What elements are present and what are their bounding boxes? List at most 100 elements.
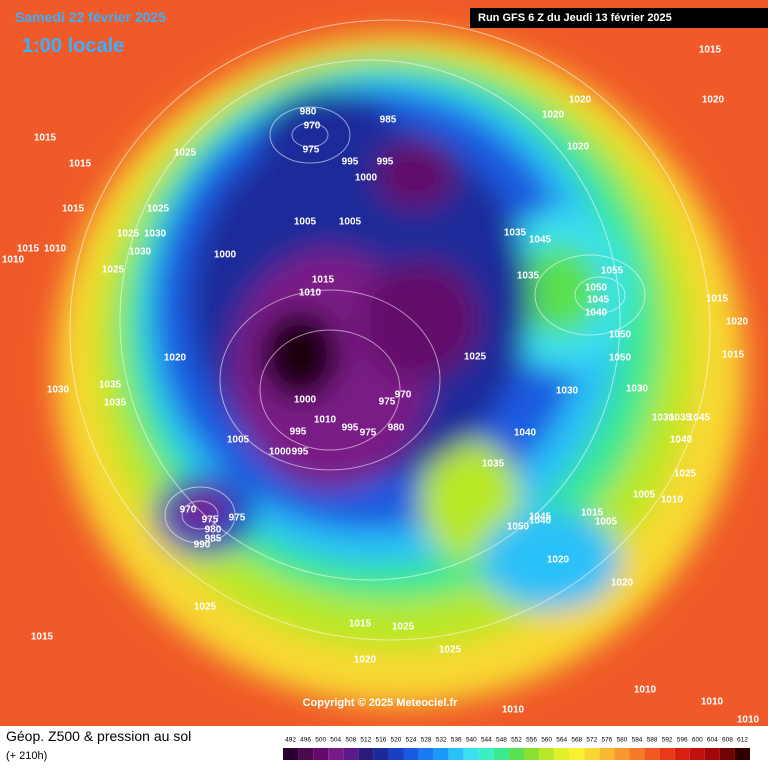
isobar-label: 1020	[547, 555, 570, 566]
isobar-label: 1020	[611, 578, 634, 589]
isobar-label: 1050	[609, 330, 632, 341]
scale-swatch	[629, 748, 645, 760]
isobar-label: 1010	[44, 244, 67, 255]
isobar-label: 980	[388, 423, 405, 434]
isobar-label: 975	[202, 515, 219, 526]
scale-label: 576	[601, 737, 612, 744]
scale-label: 536	[451, 737, 462, 744]
isobar-label: 1020	[569, 95, 592, 106]
scale-swatch	[298, 748, 314, 760]
scale-label: 580	[617, 737, 628, 744]
isobar-label: 1000	[269, 447, 292, 458]
isobar-label: 1020	[726, 317, 749, 328]
isobar-label: 1050	[609, 353, 632, 364]
isobar-label: 1030	[626, 384, 649, 395]
isobar-label: 970	[304, 121, 321, 132]
scale-swatch	[674, 748, 690, 760]
scale-swatch	[554, 748, 570, 760]
isobar-label: 995	[377, 157, 394, 168]
scale-swatch	[659, 748, 675, 760]
isobar-label: 1015	[706, 294, 729, 305]
scale-swatch	[373, 748, 389, 760]
isobar-label: 1025	[674, 469, 697, 480]
isobar-label: 1035	[669, 413, 692, 424]
isobar-label: 1015	[722, 350, 745, 361]
isobar-label: 1010	[634, 685, 657, 696]
isobar-label: 1015	[31, 632, 54, 643]
isobar-label: 1015	[17, 244, 40, 255]
footer	[0, 726, 768, 768]
isobar-label: 1025	[174, 148, 197, 159]
isobar-label: 1010	[737, 715, 760, 726]
isobar-label: 1035	[482, 459, 505, 470]
isobar-label: 975	[229, 513, 246, 524]
scale-swatch	[358, 748, 374, 760]
isobar-label: 1025	[102, 265, 125, 276]
scale-swatch	[508, 748, 525, 760]
isobar-label: 1020	[354, 655, 377, 666]
isobar-label: 1035	[504, 228, 527, 239]
scale-label: 596	[677, 737, 688, 744]
scale-swatch	[283, 748, 299, 760]
isobar-label: 1025	[439, 645, 462, 656]
scale-swatch	[644, 748, 660, 760]
scale-label: 508	[345, 737, 356, 744]
isobar-label: 1005	[633, 490, 656, 501]
scale-label: 540	[466, 737, 477, 744]
isobar-label: 1055	[601, 266, 624, 277]
scale-label: 572	[586, 737, 597, 744]
isobar-label: 970	[395, 390, 412, 401]
scale-label: 564	[556, 737, 567, 744]
isobar-label: 1005	[294, 217, 317, 228]
footer-lead: (+ 210h)	[6, 750, 47, 762]
isobar-label: 975	[360, 428, 377, 439]
scale-swatch	[584, 748, 600, 760]
isobar-label: 1050	[585, 283, 608, 294]
copyright: Copyright © 2025 Meteociel.fr	[303, 697, 459, 709]
scale-label: 500	[315, 737, 326, 744]
scale-label: 552	[511, 737, 522, 744]
scale-label: 584	[632, 737, 643, 744]
isobar-label: 980	[300, 107, 317, 118]
isobar-label: 990	[194, 540, 211, 551]
scale-label: 588	[647, 737, 658, 744]
scale-label: 512	[360, 737, 371, 744]
run-banner	[470, 8, 768, 28]
isobar-label: 1020	[542, 110, 565, 121]
scale-swatch	[704, 748, 720, 760]
scale-swatch	[719, 748, 735, 760]
isobar-label: 985	[380, 115, 397, 126]
isobar-label: 1030	[144, 229, 167, 240]
isobar-label: 1015	[34, 133, 57, 144]
isobar-label: 1025	[147, 204, 170, 215]
scale-swatch	[418, 748, 434, 760]
scale-swatch	[448, 748, 464, 760]
scale-label: 528	[421, 737, 432, 744]
scale-swatch	[539, 748, 555, 760]
isobar-label: 1005	[339, 217, 362, 228]
isobar-label: 1045	[529, 512, 552, 523]
time-text: 1:00 locale	[22, 35, 124, 57]
scale-swatch	[463, 748, 479, 760]
scale-label: 560	[541, 737, 552, 744]
isobar-label: 995	[342, 157, 359, 168]
scale-swatch	[388, 748, 404, 760]
isobar-label: 1015	[581, 508, 604, 519]
scale-swatch	[599, 748, 615, 760]
isobar-label: 1025	[392, 622, 415, 633]
isobar-label: 1050	[507, 522, 530, 533]
isobar-label: 1010	[2, 255, 25, 266]
scale-label: 600	[692, 737, 703, 744]
scale-swatch	[524, 748, 540, 760]
isobar-label: 1010	[701, 697, 724, 708]
scale-swatch	[343, 748, 359, 760]
isobar-label: 1000	[355, 173, 378, 184]
isobar-label: 1010	[299, 288, 322, 299]
run-text: Run GFS 6 Z du Jeudi 13 février 2025	[478, 12, 672, 24]
isobar-label: 1005	[595, 517, 618, 528]
isobar-label: 1020	[164, 353, 187, 364]
scale-label: 608	[722, 737, 733, 744]
isobar-label: 995	[292, 447, 309, 458]
isobar-label: 1040	[529, 516, 552, 527]
